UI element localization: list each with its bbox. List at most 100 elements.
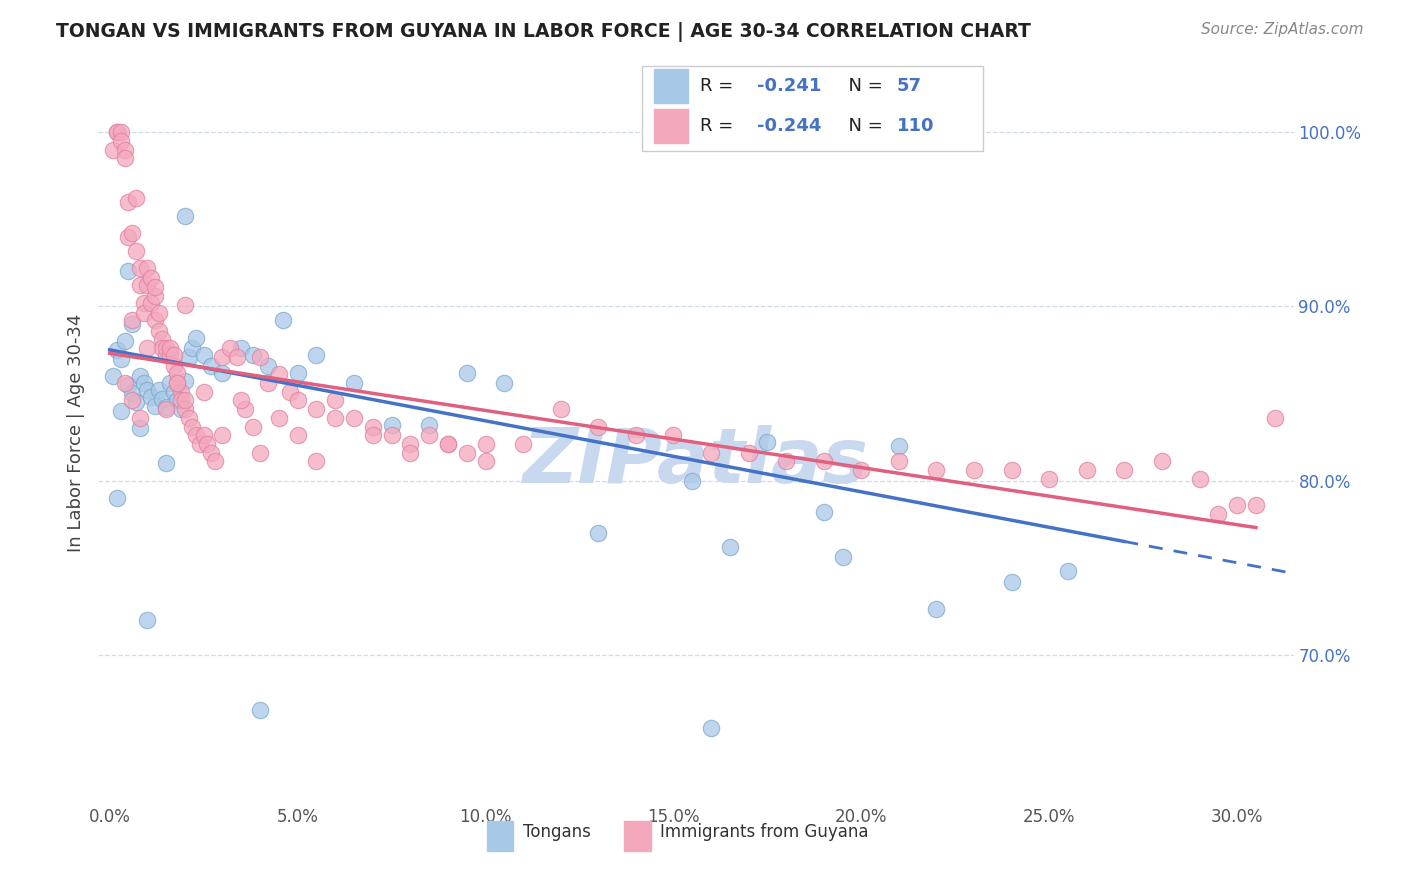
Point xyxy=(173,374,195,388)
Point xyxy=(159,376,181,390)
Point xyxy=(128,260,150,275)
Text: N =: N = xyxy=(837,117,889,135)
Point xyxy=(150,341,173,355)
Text: R =: R = xyxy=(700,117,738,135)
Point xyxy=(114,151,136,165)
Point xyxy=(1038,472,1060,486)
Point xyxy=(343,376,366,390)
Point xyxy=(550,402,572,417)
Point xyxy=(170,393,193,408)
Point xyxy=(117,194,139,209)
Point xyxy=(211,428,233,442)
Point xyxy=(588,419,610,434)
Point xyxy=(1208,507,1230,521)
Point xyxy=(114,334,136,348)
Point xyxy=(624,428,647,442)
Point xyxy=(125,244,148,258)
Text: Source: ZipAtlas.com: Source: ZipAtlas.com xyxy=(1201,22,1364,37)
Bar xyxy=(624,822,651,851)
Point xyxy=(159,341,181,355)
Point xyxy=(155,456,177,470)
Point xyxy=(121,393,143,408)
Point xyxy=(233,402,256,417)
Point xyxy=(173,402,195,417)
Point xyxy=(148,383,170,397)
Point xyxy=(456,445,478,459)
Point xyxy=(512,437,534,451)
Point xyxy=(184,428,207,442)
Point xyxy=(588,525,610,540)
Point xyxy=(1001,463,1024,477)
Text: R =: R = xyxy=(700,77,738,95)
Point xyxy=(287,366,309,380)
Point xyxy=(150,392,173,406)
Point xyxy=(173,297,195,311)
Point xyxy=(136,278,159,293)
Point xyxy=(323,393,346,408)
Point xyxy=(361,428,384,442)
Point xyxy=(267,410,290,425)
Point xyxy=(136,260,159,275)
Point xyxy=(117,229,139,244)
Point xyxy=(775,454,797,468)
Point xyxy=(231,341,253,355)
Point xyxy=(114,143,136,157)
Point xyxy=(1188,472,1211,486)
Point xyxy=(177,350,200,364)
Point xyxy=(173,393,195,408)
Point xyxy=(128,369,150,384)
Point xyxy=(143,280,166,294)
Y-axis label: In Labor Force | Age 30-34: In Labor Force | Age 30-34 xyxy=(66,313,84,552)
Point xyxy=(105,343,128,357)
Point xyxy=(117,377,139,392)
Point xyxy=(249,703,271,717)
Point xyxy=(181,419,204,434)
Point xyxy=(139,296,162,310)
Point xyxy=(110,351,132,366)
Point xyxy=(494,376,516,390)
Point xyxy=(166,376,188,390)
Point xyxy=(139,390,162,404)
Point xyxy=(204,454,226,468)
Point xyxy=(110,404,132,418)
Point xyxy=(813,454,835,468)
Point xyxy=(925,602,948,616)
Point xyxy=(128,421,150,435)
Point xyxy=(851,463,873,477)
Point xyxy=(155,401,177,415)
Point xyxy=(437,437,460,451)
Point xyxy=(887,454,910,468)
Point xyxy=(166,366,188,380)
Point xyxy=(267,368,290,382)
Point xyxy=(193,348,215,362)
Point xyxy=(437,437,460,451)
Point xyxy=(114,376,136,390)
Point xyxy=(121,313,143,327)
Point xyxy=(380,417,402,432)
Point xyxy=(1244,498,1267,512)
Point xyxy=(105,491,128,505)
Point xyxy=(184,331,207,345)
Point xyxy=(887,439,910,453)
Point xyxy=(737,445,759,459)
Point xyxy=(110,125,132,139)
Point xyxy=(105,125,128,139)
Point xyxy=(925,463,948,477)
Point xyxy=(128,278,150,293)
Point xyxy=(136,613,159,627)
Point xyxy=(456,366,478,380)
Point xyxy=(110,134,132,148)
Point xyxy=(287,428,309,442)
Point xyxy=(1057,564,1080,578)
Point xyxy=(159,348,181,362)
Point xyxy=(155,341,177,355)
Point xyxy=(474,454,496,468)
Point xyxy=(197,437,219,451)
Point xyxy=(155,348,177,362)
Point xyxy=(700,445,723,459)
Bar xyxy=(486,822,513,851)
Point xyxy=(193,384,215,399)
Point xyxy=(148,324,170,338)
Point xyxy=(813,505,835,519)
Point xyxy=(1114,463,1136,477)
